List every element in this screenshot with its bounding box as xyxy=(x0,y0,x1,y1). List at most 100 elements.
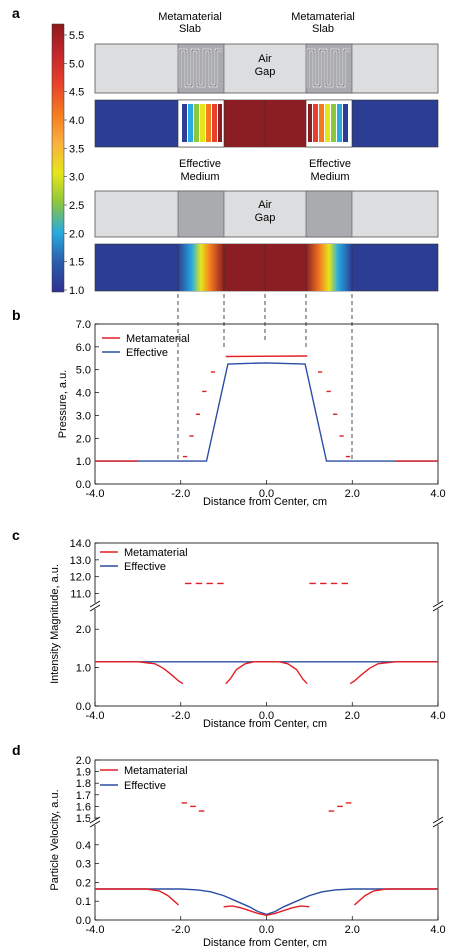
xlabel-d: Distance from Center, cm xyxy=(203,937,327,949)
colorbar-tick-label: 5.0 xyxy=(69,58,84,70)
meander-right-outline xyxy=(307,49,350,88)
x-tick-label-b: -4.0 xyxy=(86,488,105,500)
eff-field-slab-right xyxy=(306,244,352,291)
y-tick-label-d: 0.3 xyxy=(76,859,91,871)
series-c xyxy=(95,582,438,685)
y-tick-label-b: 4.0 xyxy=(76,388,91,400)
y-tick-label-b: 7.0 xyxy=(76,319,91,331)
y-tick-label-d: 1.5 xyxy=(76,813,91,825)
y-tick-label-d: 2.0 xyxy=(76,755,91,767)
eff-left-label-line2: Medium xyxy=(180,171,219,183)
legend-d: Metamaterial Effective xyxy=(100,765,188,792)
colorbar-tick-label: 3.0 xyxy=(69,172,84,184)
meta-right-label-line2: Slab xyxy=(312,23,334,35)
meta-field-meander-left xyxy=(182,104,222,142)
axes-d: -4.0 -2.0 0.0 2.0 4.00.00.10.20.30.41.51.61.… xyxy=(76,755,446,936)
y-tick-label-b: 0.0 xyxy=(76,479,91,491)
eff-air-gap-label-line1: Air xyxy=(258,199,272,211)
panel-d: d -4.0 -2.0 0.0 2.0 4.0 0.0 0.1 0.2 0.3 0.4 1.51.6… xyxy=(12,742,446,949)
colorbar-tick-label: 4.0 xyxy=(69,115,84,127)
effective-line-b xyxy=(95,362,438,462)
y-tick-label-d: 1.6 xyxy=(76,801,91,813)
eff-left-label-line1: Effective xyxy=(179,158,221,170)
colorbar-tick-label: 4.5 xyxy=(69,87,84,99)
x-tick-label-d: 2.0 xyxy=(345,924,360,936)
xlabel-c: Distance from Center, cm xyxy=(203,718,327,730)
x-tick-label-d: -2.0 xyxy=(171,924,190,936)
panel-a: a 5.5 5.0 4.5 4.0 3.5 3.0 2.5 2.0 1.5 1.0 Metamat… xyxy=(12,5,439,460)
guide-lines xyxy=(177,294,353,460)
axis-break-mask-c xyxy=(433,603,443,609)
y-tick-label-d: 1.8 xyxy=(76,778,91,790)
colorbar-tick-label: 5.5 xyxy=(69,30,84,42)
metamaterial-line-c xyxy=(349,661,438,685)
panel-label-c: c xyxy=(12,527,20,543)
colorbar-ticks: 5.5 5.0 4.5 4.0 3.5 3.0 2.5 2.0 1.5 1.0 xyxy=(64,30,84,297)
meta-block xyxy=(94,43,439,94)
panel-c: c -4.0 -2.0 0.0 2.0 4.0 0.0 1.0 2.0 11.0 12.0 13.0… xyxy=(12,527,446,730)
colorbar: 5.5 5.0 4.5 4.0 3.5 3.0 2.5 2.0 1.5 1.0 xyxy=(51,23,84,297)
metamaterial-line-d xyxy=(223,905,310,917)
legend-c-metamaterial: Metamaterial xyxy=(124,547,188,559)
x-tick-label-d: 0.0 xyxy=(259,924,274,936)
x-tick-label-b: -2.0 xyxy=(171,488,190,500)
colorbar-tick-label: 1.0 xyxy=(69,285,84,297)
meta-right-label-line1: Metamaterial xyxy=(291,11,355,23)
y-tick-label-c: 0.0 xyxy=(76,701,91,713)
y-tick-label-b: 6.0 xyxy=(76,342,91,354)
y-tick-label-d: 1.7 xyxy=(76,790,91,802)
eff-slab-left xyxy=(177,190,225,238)
meta-left-label-line1: Metamaterial xyxy=(158,11,222,23)
eff-field-slab-left xyxy=(178,244,224,291)
x-tick-label-d: 4.0 xyxy=(430,924,445,936)
y-tick-label-d: 0.4 xyxy=(76,840,91,852)
legend-d-metamaterial: Metamaterial xyxy=(124,765,188,777)
ylabel-d: Particle Velocity, a.u. xyxy=(49,789,61,890)
effective-field xyxy=(94,243,439,292)
axis-break-c xyxy=(432,604,444,612)
x-tick-label-d: -4.0 xyxy=(86,924,105,936)
x-tick-label-b: 4.0 xyxy=(430,488,445,500)
x-tick-label-c: -4.0 xyxy=(86,710,105,722)
colorbar-tick-label: 2.0 xyxy=(69,228,84,240)
y-tick-label-b: 3.0 xyxy=(76,410,91,422)
eff-right-label-line2: Medium xyxy=(310,171,349,183)
eff-slab-right xyxy=(305,190,353,238)
air-gap-label-line2: Gap xyxy=(255,66,276,78)
legend-c: Metamaterial Effective xyxy=(100,547,188,573)
x-tick-label-c: 2.0 xyxy=(345,710,360,722)
eff-right-label-line1: Effective xyxy=(309,158,351,170)
legend-b: Metamaterial Effective xyxy=(102,333,190,359)
axis-break-mask-c xyxy=(90,603,100,609)
y-tick-label-b: 5.0 xyxy=(76,365,91,377)
legend-b-effective: Effective xyxy=(126,347,168,359)
y-tick-label-d: 0.2 xyxy=(76,877,91,889)
colorbar-tick-label: 2.5 xyxy=(69,200,84,212)
metamaterial-line-c xyxy=(95,661,184,685)
axes-b: -4.0 -2.0 0.0 2.0 4.0 0.0 1.0 2.0 3.0 4.0 5.0 6.0 7.… xyxy=(76,319,446,500)
axis-break-c xyxy=(89,600,101,608)
axis-break-d xyxy=(432,820,444,828)
axis-break-d xyxy=(89,816,101,824)
legend-c-effective: Effective xyxy=(124,561,166,573)
y-tick-label-b: 1.0 xyxy=(76,456,91,468)
axis-break-d xyxy=(432,816,444,824)
axis-break-d xyxy=(89,820,101,828)
x-tick-label-b: 2.0 xyxy=(345,488,360,500)
metamaterial-line-b xyxy=(225,355,308,358)
effective-line-d xyxy=(95,888,438,916)
metamaterial-line-d xyxy=(353,888,438,906)
y-tick-label-c: 13.0 xyxy=(70,555,91,567)
eff-air-gap-label-line2: Gap xyxy=(255,212,276,224)
legend-b-metamaterial: Metamaterial xyxy=(126,333,190,345)
y-tick-label-c: 11.0 xyxy=(70,589,91,601)
colorbar-tick-label: 3.5 xyxy=(69,143,84,155)
metamaterial-line-c xyxy=(225,661,308,685)
panel-b: b -4.0 -2.0 0.0 2.0 4.0 0.0 1.0 2.0 3.0 4.0 5.0 6.0… xyxy=(12,307,446,508)
meta-left-label-line2: Slab xyxy=(179,23,201,35)
y-tick-label-d: 1.9 xyxy=(76,767,91,779)
axes-c: -4.0 -2.0 0.0 2.0 4.0 0.0 1.0 2.0 11.0 12.0 13.0 14… xyxy=(70,538,446,722)
meander-left-outline xyxy=(179,49,222,88)
panel-label-d: d xyxy=(12,742,21,758)
